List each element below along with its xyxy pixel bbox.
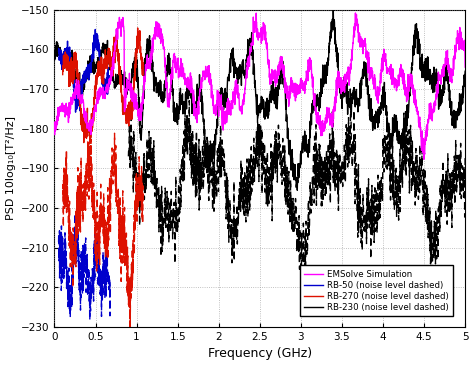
RB-50 (noise level dashed) [73,110,78,114]
RB-230 (noise level dashed) [251,65,257,70]
EMSolve Simulation [52,131,57,135]
RB-270 (noise level dashed) [74,73,80,77]
RB-50 (noise level dashed) [62,58,68,63]
Y-axis label: PSD 10log₁₀[T²/Hz]: PSD 10log₁₀[T²/Hz] [6,116,16,220]
Line: EMSolve Simulation: EMSolve Simulation [55,13,465,159]
RB-270 (noise level dashed) [140,61,146,65]
RB-50 (noise level dashed) [93,40,99,44]
Line: RB-270 (noise level dashed): RB-270 (noise level dashed) [63,28,143,143]
EMSolve Simulation [451,67,456,72]
RB-50 (noise level dashed) [56,49,62,53]
RB-270 (noise level dashed) [114,33,119,37]
RB-50 (noise level dashed) [108,79,113,83]
RB-50 (noise level dashed) [73,93,78,98]
EMSolve Simulation [451,56,456,60]
RB-270 (noise level dashed) [81,121,86,126]
EMSolve Simulation [353,11,358,15]
EMSolve Simulation [462,65,468,69]
RB-270 (noise level dashed) [135,26,140,30]
Line: RB-230 (noise level dashed): RB-230 (noise level dashed) [55,8,465,190]
RB-270 (noise level dashed) [108,49,113,53]
RB-230 (noise level dashed) [462,69,468,74]
RB-50 (noise level dashed) [76,96,82,101]
EMSolve Simulation [375,85,381,90]
Legend: EMSolve Simulation, RB-50 (noise level dashed), RB-270 (noise level dashed), RB-: EMSolve Simulation, RB-50 (noise level d… [300,265,453,316]
RB-270 (noise level dashed) [81,141,87,145]
RB-230 (noise level dashed) [375,120,381,124]
Line: RB-50 (noise level dashed): RB-50 (noise level dashed) [59,29,110,112]
EMSolve Simulation [73,96,78,100]
RB-50 (noise level dashed) [89,68,94,72]
RB-230 (noise level dashed) [330,5,336,10]
RB-230 (noise level dashed) [240,58,246,63]
EMSolve Simulation [240,97,246,101]
EMSolve Simulation [421,157,427,161]
EMSolve Simulation [251,28,257,33]
RB-230 (noise level dashed) [451,120,456,124]
RB-230 (noise level dashed) [294,188,300,193]
RB-230 (noise level dashed) [73,73,78,77]
RB-50 (noise level dashed) [93,33,99,37]
RB-270 (noise level dashed) [120,102,126,106]
RB-270 (noise level dashed) [60,72,65,77]
X-axis label: Frequency (GHz): Frequency (GHz) [208,347,312,361]
RB-50 (noise level dashed) [92,27,98,31]
RB-270 (noise level dashed) [96,73,102,78]
RB-230 (noise level dashed) [52,58,57,62]
RB-230 (noise level dashed) [451,118,456,123]
